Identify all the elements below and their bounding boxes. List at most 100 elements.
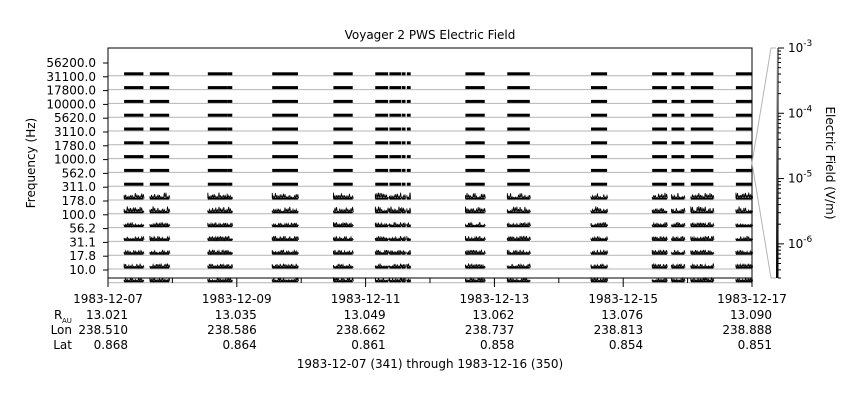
data-bar — [690, 267, 714, 269]
data-bar — [149, 127, 170, 131]
data-bar — [389, 198, 402, 200]
data-bar — [401, 127, 406, 131]
ephem-row-label-sub: AU — [62, 317, 72, 325]
data-bar — [652, 127, 667, 131]
x-tick-label: 1983-12-17 — [717, 292, 787, 306]
data-bar — [124, 267, 144, 269]
data-bar — [507, 141, 530, 145]
data-bar — [272, 198, 298, 200]
data-bar — [671, 253, 685, 255]
data-bar — [671, 99, 685, 103]
data-bar — [401, 182, 406, 186]
data-bar — [124, 182, 144, 186]
data-bar — [591, 225, 608, 228]
data-bar — [375, 267, 389, 269]
colorbar-connectors — [751, 47, 776, 279]
data-spikes — [389, 249, 402, 256]
data-bar — [149, 239, 170, 241]
data-bar — [207, 211, 228, 214]
data-bar — [124, 155, 144, 159]
colorbar-tick-label: 10-6 — [788, 235, 813, 251]
data-spikes — [671, 235, 686, 242]
ephem-value: 0.868 — [94, 338, 128, 352]
data-spikes — [149, 277, 171, 283]
data-bar — [735, 113, 752, 117]
data-spikes — [374, 263, 390, 269]
data-bar — [149, 86, 170, 90]
data-spikes — [690, 206, 715, 214]
ephem-value: 13.076 — [601, 308, 643, 322]
data-bar — [465, 155, 485, 159]
data-spikes — [149, 221, 171, 228]
data-bar — [406, 280, 411, 283]
colorbar-label: Electric Field (V/m) — [823, 106, 837, 219]
data-bar — [149, 182, 170, 186]
data-bar — [406, 267, 411, 269]
data-bar — [149, 198, 170, 200]
ephem-value: 13.090 — [730, 308, 772, 322]
data-bar — [507, 113, 530, 117]
data-bar — [149, 155, 170, 159]
ephem-value: 238.737 — [465, 323, 515, 337]
data-bar — [333, 99, 353, 103]
data-spikes — [590, 235, 609, 242]
data-bar — [333, 86, 353, 90]
data-bar — [671, 225, 685, 228]
data-bar — [465, 127, 485, 131]
data-bar — [272, 280, 298, 283]
data-bar — [272, 127, 298, 131]
data-spikes — [123, 206, 145, 214]
data-spikes — [671, 276, 686, 283]
data-bar — [465, 211, 485, 214]
data-spikes — [207, 192, 229, 201]
data-spikes — [226, 193, 234, 200]
data-spikes — [690, 263, 715, 270]
data-bar — [333, 141, 353, 145]
data-spikes — [651, 263, 668, 269]
data-bar — [375, 155, 389, 159]
x-tick-label: 1983-12-09 — [202, 292, 272, 306]
x-tick-label: 1983-12-13 — [460, 292, 530, 306]
ephem-value: 13.021 — [86, 308, 128, 322]
data-bar — [406, 155, 411, 159]
data-bar — [465, 141, 485, 145]
data-spikes — [406, 192, 412, 200]
data-bar — [406, 182, 411, 186]
data-bar — [591, 72, 608, 76]
x-tick-label: 1983-12-15 — [588, 292, 658, 306]
data-bar — [591, 127, 608, 131]
data-bar — [401, 267, 406, 269]
data-spikes — [389, 235, 402, 242]
data-spikes — [226, 222, 234, 228]
data-bar — [735, 198, 752, 200]
data-bar — [272, 99, 298, 103]
data-bar — [149, 168, 170, 172]
data-spikes — [123, 193, 145, 200]
ephemeris-table: R AU 13.021 13.035 13.049 13.062 13.076 13.090 L… — [51, 308, 772, 352]
colorbar-tick-label: 10-4 — [788, 104, 813, 120]
data-bar — [735, 239, 752, 241]
data-bar — [207, 113, 228, 117]
data-bar — [401, 253, 406, 255]
data-bar — [401, 198, 406, 200]
data-bar — [735, 253, 752, 255]
data-bar — [401, 168, 406, 172]
data-spikes — [207, 235, 229, 242]
data-bar — [333, 127, 353, 131]
date-range-label: 1983-12-07 (341) through 1983-12-16 (350… — [297, 357, 563, 371]
data-spikes — [671, 193, 686, 201]
data-bar — [652, 267, 667, 269]
x-tick-label: 1983-12-11 — [331, 292, 401, 306]
data-bar — [465, 267, 485, 269]
data-spikes — [374, 192, 390, 200]
data-spikes — [590, 206, 609, 214]
data-bar — [652, 198, 667, 200]
data-bar — [735, 141, 752, 145]
data-bar — [272, 141, 298, 145]
data-bar — [690, 211, 714, 214]
data-bar — [401, 225, 406, 228]
data-bar — [333, 225, 353, 228]
x-axis: 1983-12-07 1983-12-09 1983-12-11 1983-12-13… — [73, 278, 787, 306]
data-spikes — [465, 263, 486, 270]
data-spikes — [333, 206, 354, 214]
